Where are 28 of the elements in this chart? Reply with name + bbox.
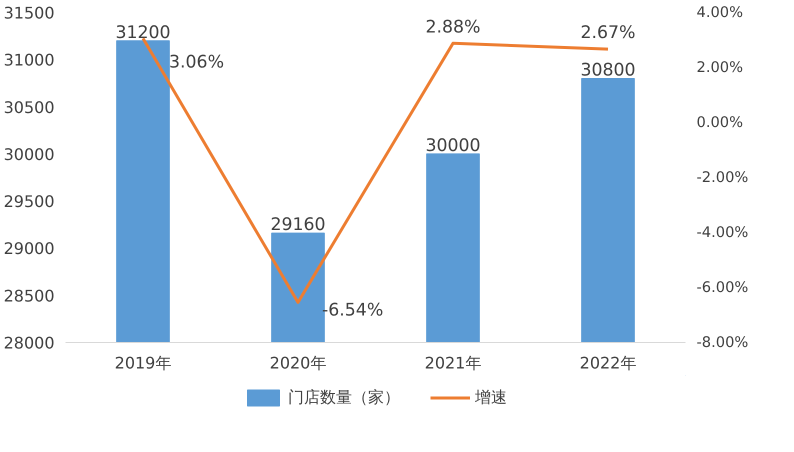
y-tick-label: 30000 [4, 144, 55, 164]
y2-tick-label: -8.00% [696, 334, 748, 351]
y2-tick-label: -4.00% [696, 224, 748, 241]
x-tick-label: 2022年 [580, 354, 636, 372]
data-label: 29160 [270, 215, 326, 236]
y2-tick-label: 0.00% [696, 114, 744, 131]
y2-tick-label: -2.00% [696, 169, 748, 186]
y2-tick-label: 2.00% [696, 59, 744, 76]
data-label: 3.06% [169, 52, 224, 72]
y-tick-label: 30500 [4, 98, 55, 117]
x-tick-label: 2021年 [424, 354, 482, 372]
y-tick-label: 28000 [4, 334, 55, 352]
legend-label: 增速 [475, 387, 507, 408]
y-tick-label: 29000 [4, 239, 55, 258]
y2-tick-label: -6.00% [696, 279, 748, 296]
y-tick-label: 29500 [4, 192, 55, 212]
y-tick-label: 28500 [4, 286, 55, 306]
x-tick-label: 2019年 [114, 354, 172, 372]
data-label: 2.88% [425, 17, 481, 38]
y-tick-label: 31000 [4, 50, 55, 70]
y-tick-label: 31500 [4, 4, 55, 22]
y2-tick-label: 4.00% [696, 4, 744, 21]
data-label: 30000 [425, 136, 481, 156]
data-label: 30800 [580, 60, 636, 80]
x-tick-label: 2020年 [270, 354, 326, 372]
data-label: 2.67% [580, 23, 636, 44]
legend-label: 门店数量（家） [288, 387, 400, 408]
data-label: 31200 [115, 22, 171, 43]
